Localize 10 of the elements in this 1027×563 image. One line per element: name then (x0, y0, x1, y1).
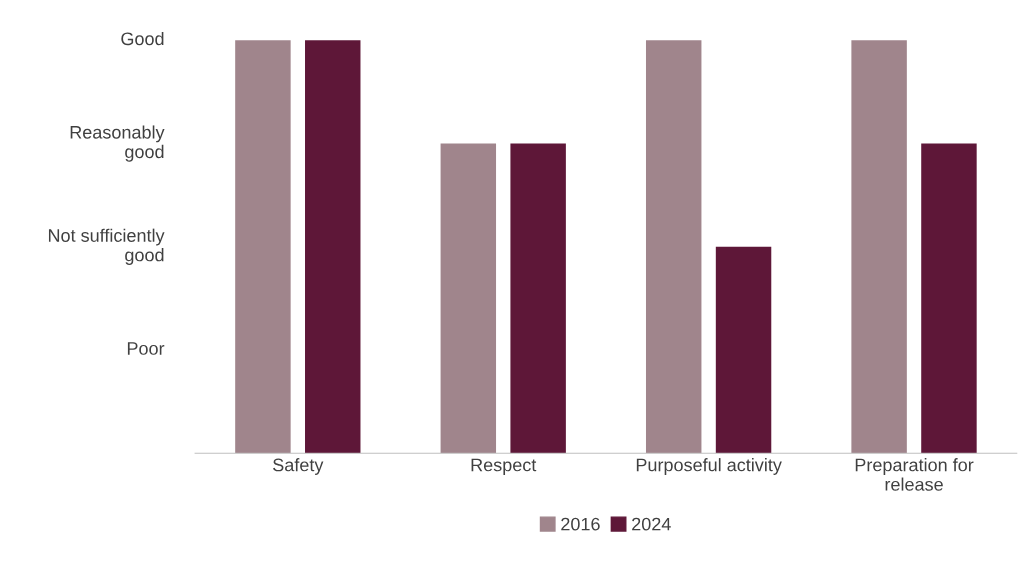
legend-label: 2016 (561, 517, 600, 531)
text: Not sufficiently good (48, 228, 165, 265)
text: Reasonably good (70, 125, 165, 162)
legend-label: 2024 (632, 517, 671, 531)
x-tick-label: Safety (273, 458, 324, 475)
x-tick-label: Respect (471, 458, 537, 475)
x-tick-label: Purposeful activity (636, 458, 782, 475)
x-tick-label: Preparation for release (855, 458, 974, 491)
text: Poor (127, 342, 165, 355)
text: Good (121, 31, 164, 46)
